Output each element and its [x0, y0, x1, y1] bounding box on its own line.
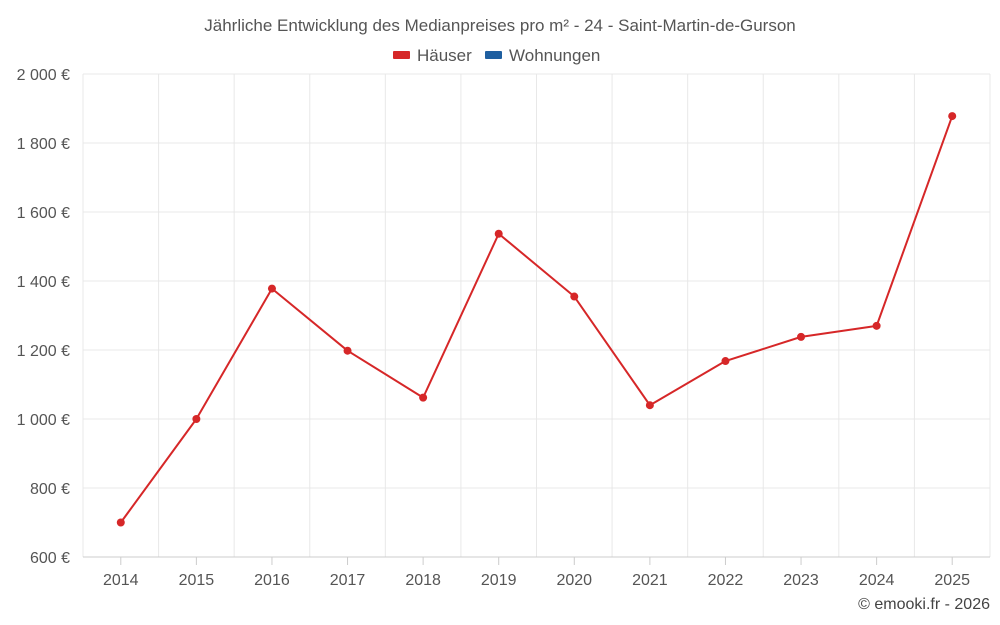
y-tick-label: 600 € — [30, 550, 70, 567]
y-tick-label: 2 000 € — [17, 67, 70, 84]
x-tick-label: 2014 — [103, 572, 139, 589]
data-point-haeuser-2021[interactable] — [645, 401, 654, 410]
y-tick-label: 1 800 € — [17, 136, 70, 153]
y-tick-label: 800 € — [30, 481, 70, 498]
x-tick-label: 2021 — [632, 572, 668, 589]
data-point-haeuser-2017[interactable] — [343, 346, 352, 355]
x-tick-label: 2017 — [330, 572, 366, 589]
series-line-haeuser — [119, 115, 954, 524]
x-tick-label: 2020 — [556, 572, 592, 589]
x-tick-label: 2016 — [254, 572, 290, 589]
legend-item-wohnungen[interactable]: Wohnungen — [485, 46, 600, 65]
data-point-haeuser-2023[interactable] — [797, 332, 806, 341]
y-tick-label: 1 600 € — [17, 205, 70, 222]
y-tick-label: 1 200 € — [17, 343, 70, 360]
legend-swatch-wohnungen — [485, 51, 502, 59]
data-point-haeuser-2020[interactable] — [570, 292, 579, 301]
legend-label-haeuser: Häuser — [417, 46, 472, 65]
data-point-haeuser-2022[interactable] — [721, 357, 730, 366]
y-axis: 600 € 800 € 1 000 € 1 200 € 1 400 € 1 600 € 1 … — [17, 67, 70, 567]
data-point-haeuser-2018[interactable] — [419, 393, 428, 402]
x-tick-label: 2018 — [405, 572, 441, 589]
x-tick-label: 2019 — [481, 572, 517, 589]
y-tick-label: 1 000 € — [17, 412, 70, 429]
data-point-haeuser-2015[interactable] — [192, 415, 201, 423]
data-point-haeuser-2019[interactable] — [494, 229, 503, 238]
data-point-haeuser-2014[interactable] — [116, 518, 125, 527]
series-haeuser — [116, 112, 957, 527]
x-axis: 2014 2015 2016 2017 2018 2019 2020 2021 2022 2023… — [83, 556, 990, 589]
x-tick-label: 2022 — [708, 572, 744, 589]
grid-lines — [82, 73, 991, 557]
x-tick-label: 2015 — [179, 572, 215, 589]
data-point-haeuser-2024[interactable] — [872, 321, 881, 330]
legend-label-wohnungen: Wohnungen — [509, 46, 600, 65]
legend-swatch-haeuser — [393, 51, 410, 59]
legend: Häuser Wohnungen — [393, 46, 600, 65]
x-tick-label: 2025 — [934, 572, 970, 589]
legend-item-haeuser[interactable]: Häuser — [393, 46, 472, 65]
chart-title: Jährliche Entwicklung des Medianpreises … — [204, 16, 795, 35]
credit-text: © emooki.fr - 2026 — [858, 596, 990, 613]
x-tick-label: 2023 — [783, 572, 819, 589]
y-tick-label: 1 400 € — [17, 274, 70, 291]
x-tick-label: 2024 — [859, 572, 895, 589]
data-point-haeuser-2016[interactable] — [267, 284, 276, 293]
data-point-haeuser-2025[interactable] — [948, 112, 957, 121]
